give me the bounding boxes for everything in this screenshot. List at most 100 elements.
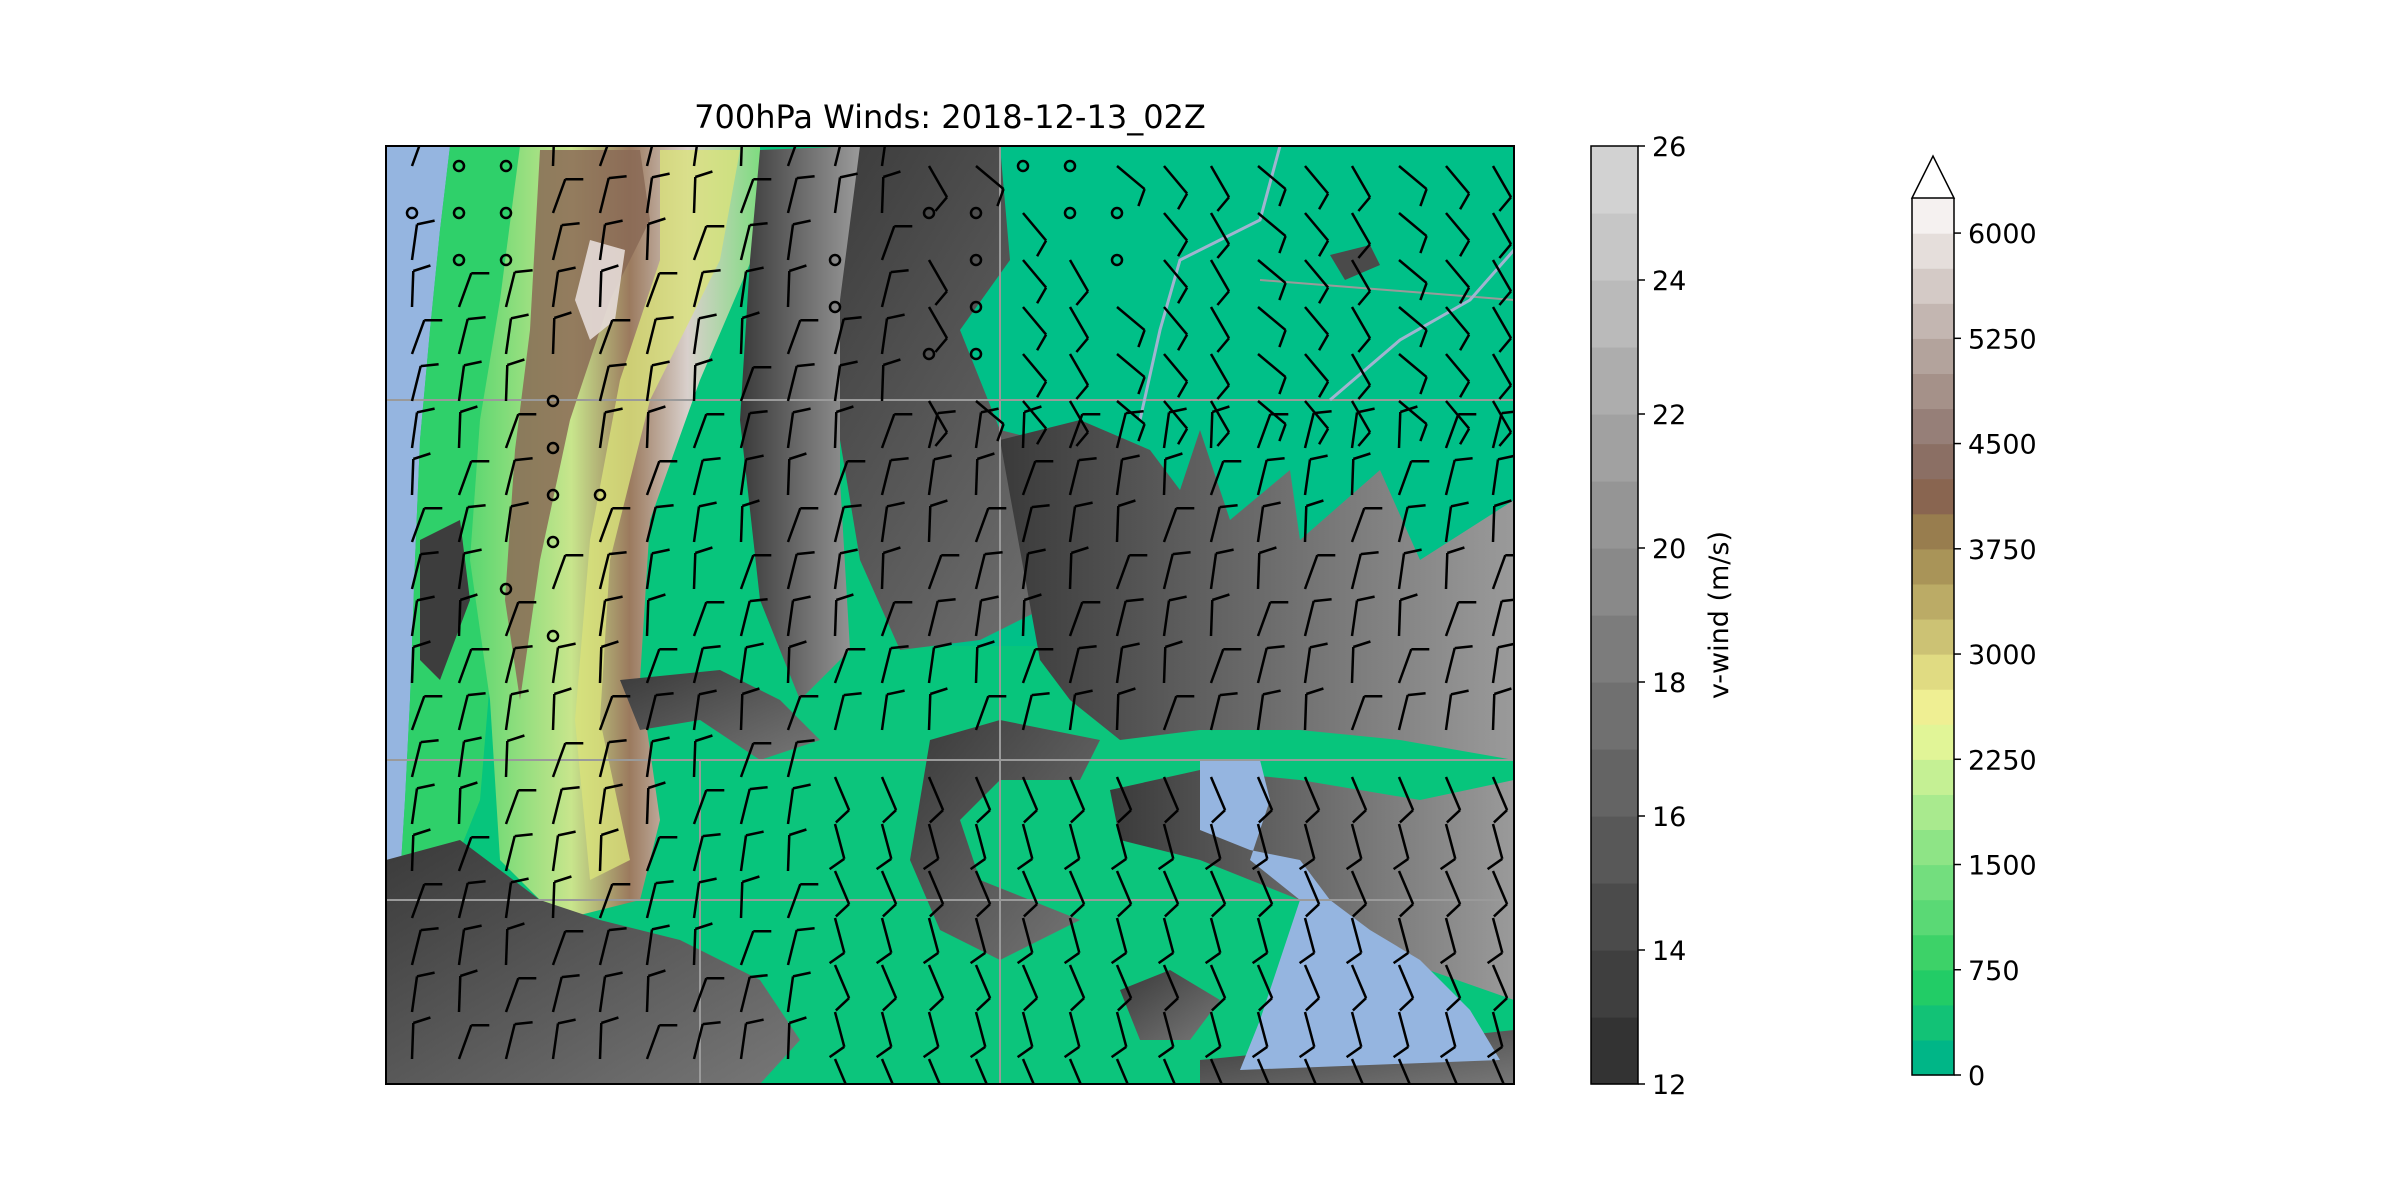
wind-barb	[598, 365, 610, 402]
wind-barb	[1350, 646, 1355, 684]
wind-barb	[1115, 505, 1120, 543]
wind-barb	[1209, 648, 1225, 684]
wind-barb	[1304, 400, 1330, 430]
calm-wind-marker	[1063, 206, 1077, 220]
wind-barb	[1397, 648, 1413, 684]
wind-barb-feather	[1070, 903, 1085, 918]
wind-barb	[927, 776, 945, 811]
wind-barb-feather	[655, 315, 674, 321]
wind-barb	[551, 146, 555, 167]
wind-barb-feather	[698, 877, 717, 884]
colorbar-segment	[1912, 618, 1954, 655]
wind-barb-feather	[749, 785, 768, 791]
calm-wind-marker	[452, 159, 466, 173]
wind-barb	[1068, 601, 1084, 637]
yellow-band	[575, 150, 740, 880]
wind-barb	[1115, 776, 1133, 811]
wind-barb	[1209, 212, 1231, 245]
wind-barb-feather	[1419, 188, 1428, 207]
wind-barb	[1491, 212, 1513, 245]
wind-barbs	[405, 146, 1514, 1104]
wind-barb-feather	[1357, 384, 1371, 400]
wind-barb-feather	[792, 407, 811, 414]
wind-barb-feather	[459, 781, 478, 790]
wind-barb-feather	[835, 809, 850, 824]
wind-barb-feather	[1110, 857, 1128, 871]
calm-wind-marker	[922, 206, 936, 220]
calm-wind-marker	[546, 535, 560, 549]
wind-barb-feather	[1164, 809, 1179, 824]
wind-barb	[1491, 917, 1504, 954]
wind-barb	[598, 177, 610, 214]
wind-barb-feather	[1075, 431, 1089, 447]
wind-barb-feather	[561, 973, 580, 979]
wind-barb	[1303, 964, 1321, 999]
wind-barb	[1068, 776, 1086, 811]
wind-barb	[1022, 400, 1048, 430]
wind-barb-feather	[934, 196, 948, 212]
wind-barb	[1350, 1058, 1365, 1084]
wind-barb-feather	[1075, 337, 1089, 353]
colorbar-tick-label: 24	[1652, 266, 1686, 297]
wind-barb-feather	[1298, 1045, 1316, 1059]
wind-barb-feather	[553, 687, 572, 696]
wind-barb-feather	[647, 405, 666, 414]
wind-barb-feather	[1309, 642, 1328, 649]
wind-barb	[1491, 165, 1513, 198]
wind-barb-feather	[1204, 1045, 1222, 1059]
wind-barb-feather	[557, 1018, 576, 1025]
wind-barb-feather	[459, 405, 478, 414]
wind-barb-feather	[745, 454, 764, 461]
wind-barb-feather	[1318, 286, 1330, 304]
wind-barb-feather	[459, 593, 478, 602]
wind-barb-feather	[702, 644, 721, 650]
wind-barb-feather	[930, 1092, 943, 1104]
wind-barb	[1491, 306, 1513, 339]
wind-barb-feather	[1027, 548, 1046, 555]
colorbar-tick-label: 3000	[1968, 640, 2037, 671]
wind-barb-feather	[1063, 857, 1081, 871]
wind-barb	[410, 319, 426, 355]
wind-barb	[880, 552, 885, 590]
wind-barb-feather	[1399, 997, 1414, 1012]
wind-barb	[410, 834, 415, 872]
wind-barb-feather	[608, 738, 627, 744]
wind-barb	[645, 177, 654, 214]
wind-barb	[880, 1058, 895, 1084]
wind-barb-feather	[1439, 857, 1457, 871]
wind-barb	[1021, 964, 1039, 999]
wind-barb	[1350, 165, 1372, 198]
wind-barb-feather	[1168, 595, 1187, 602]
wind-barb	[504, 977, 520, 1013]
colorbar-tick-label: 18	[1652, 668, 1686, 699]
wind-barb-feather	[1446, 997, 1461, 1012]
wind-barb	[692, 318, 701, 355]
colorbar-tick-label: 2250	[1968, 745, 2037, 776]
wind-barb-feather	[1305, 903, 1320, 918]
wind-barb-feather	[937, 597, 956, 603]
wind-barb-feather	[608, 174, 627, 180]
wind-barb-feather	[1211, 903, 1226, 918]
wind-barb-feather	[933, 454, 952, 461]
wind-barb-feather	[934, 290, 948, 306]
wind-barb-feather	[977, 1092, 990, 1104]
colorbar-segment	[1591, 883, 1638, 951]
wind-barb	[1163, 306, 1189, 336]
wind-barb	[1350, 412, 1359, 449]
wind-barb	[1304, 165, 1330, 195]
colorbar-tick-label: 16	[1652, 802, 1686, 833]
colorbar-segment	[1912, 969, 1954, 1006]
wind-barb	[1209, 964, 1227, 999]
wind-barb-feather	[890, 268, 909, 274]
wind-barb-feather	[420, 362, 439, 368]
wind-barb-feather	[788, 264, 807, 273]
wind-barb	[833, 1058, 848, 1084]
wind-barb	[598, 788, 607, 825]
wind-barb-feather	[1439, 951, 1457, 965]
wind-barb-feather	[1447, 1092, 1460, 1104]
wind-barb	[504, 364, 509, 402]
wind-barb-feather	[1262, 689, 1281, 696]
wind-barb-feather	[1172, 550, 1191, 556]
wind-barb-feather	[1137, 376, 1146, 395]
wind-barb	[1021, 694, 1033, 731]
